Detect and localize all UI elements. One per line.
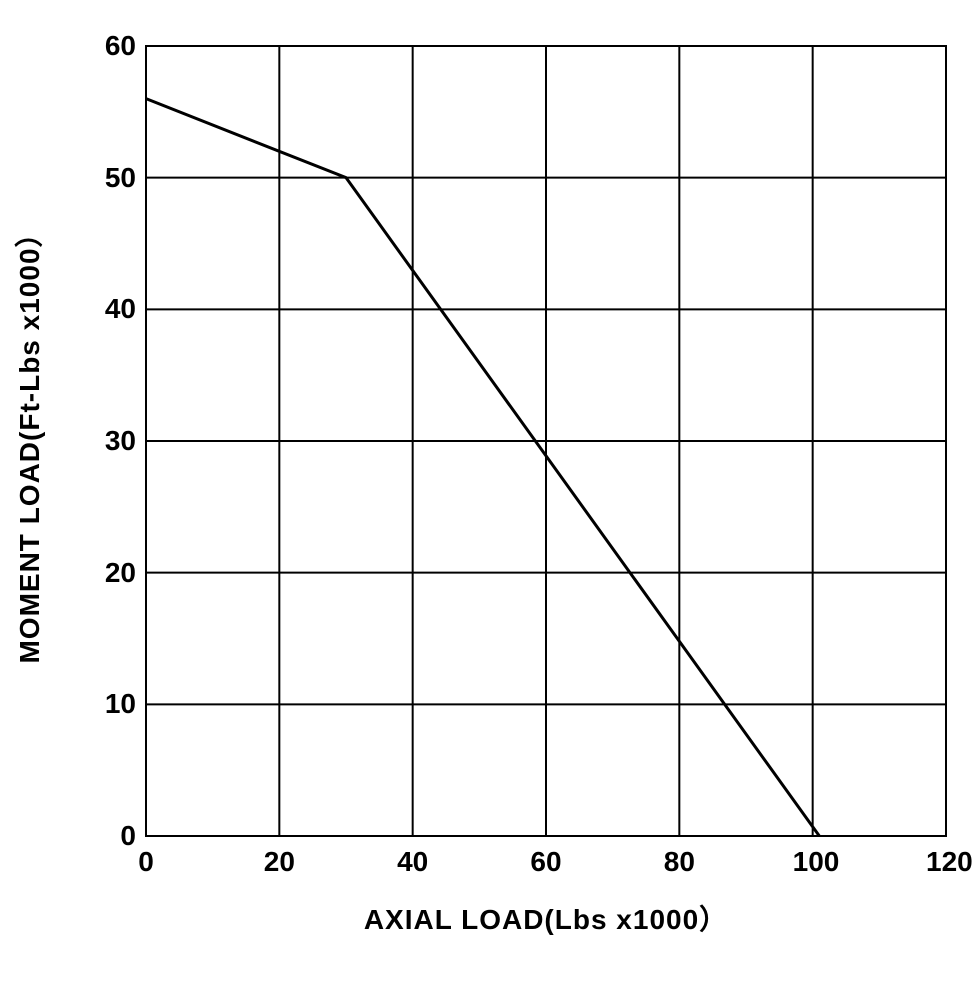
x-tick-label: 120 (926, 846, 966, 878)
x-axis-label: AXIAL LOAD(Lbs x1000） (364, 898, 728, 938)
x-tick-label: 20 (259, 846, 299, 878)
x-tick-label: 60 (526, 846, 566, 878)
y-tick-label: 0 (120, 820, 136, 852)
y-tick-label: 50 (105, 162, 136, 194)
y-axis-label: MOMENT LOAD(Ft-Lbs x1000） (8, 218, 48, 663)
y-tick-label: 60 (105, 30, 136, 62)
x-tick-label: 40 (393, 846, 433, 878)
y-tick-label: 40 (105, 293, 136, 325)
y-tick-label: 20 (105, 557, 136, 589)
x-tick-label: 100 (793, 846, 833, 878)
chart-container: MOMENT LOAD(Ft-Lbs x1000） AXIAL LOAD(Lbs… (0, 0, 980, 980)
y-tick-label: 10 (105, 688, 136, 720)
line-chart (0, 0, 980, 980)
y-tick-label: 30 (105, 425, 136, 457)
x-tick-label: 80 (659, 846, 699, 878)
